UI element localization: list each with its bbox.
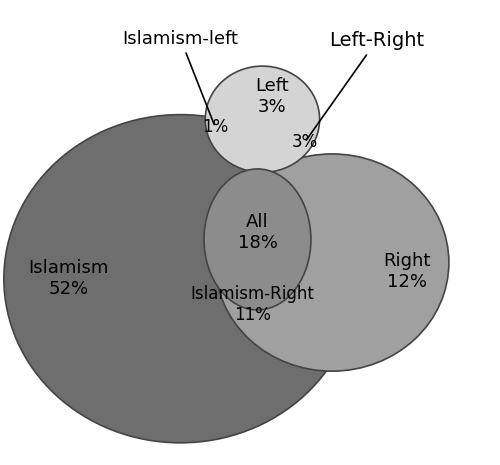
Text: All
18%: All 18%: [238, 213, 278, 252]
Text: 1%: 1%: [202, 118, 228, 136]
Circle shape: [4, 115, 357, 443]
Ellipse shape: [204, 169, 311, 310]
Text: Left-Right: Left-Right: [306, 31, 424, 140]
Text: Islamism-left: Islamism-left: [122, 30, 238, 125]
Text: Left
3%: Left 3%: [256, 77, 289, 115]
Circle shape: [206, 66, 320, 173]
Text: 3%: 3%: [292, 133, 318, 152]
Text: Islamism
52%: Islamism 52%: [28, 259, 108, 298]
Text: Islamism-Right
11%: Islamism-Right 11%: [190, 285, 314, 324]
Circle shape: [215, 154, 449, 371]
Text: Right
12%: Right 12%: [383, 252, 430, 291]
